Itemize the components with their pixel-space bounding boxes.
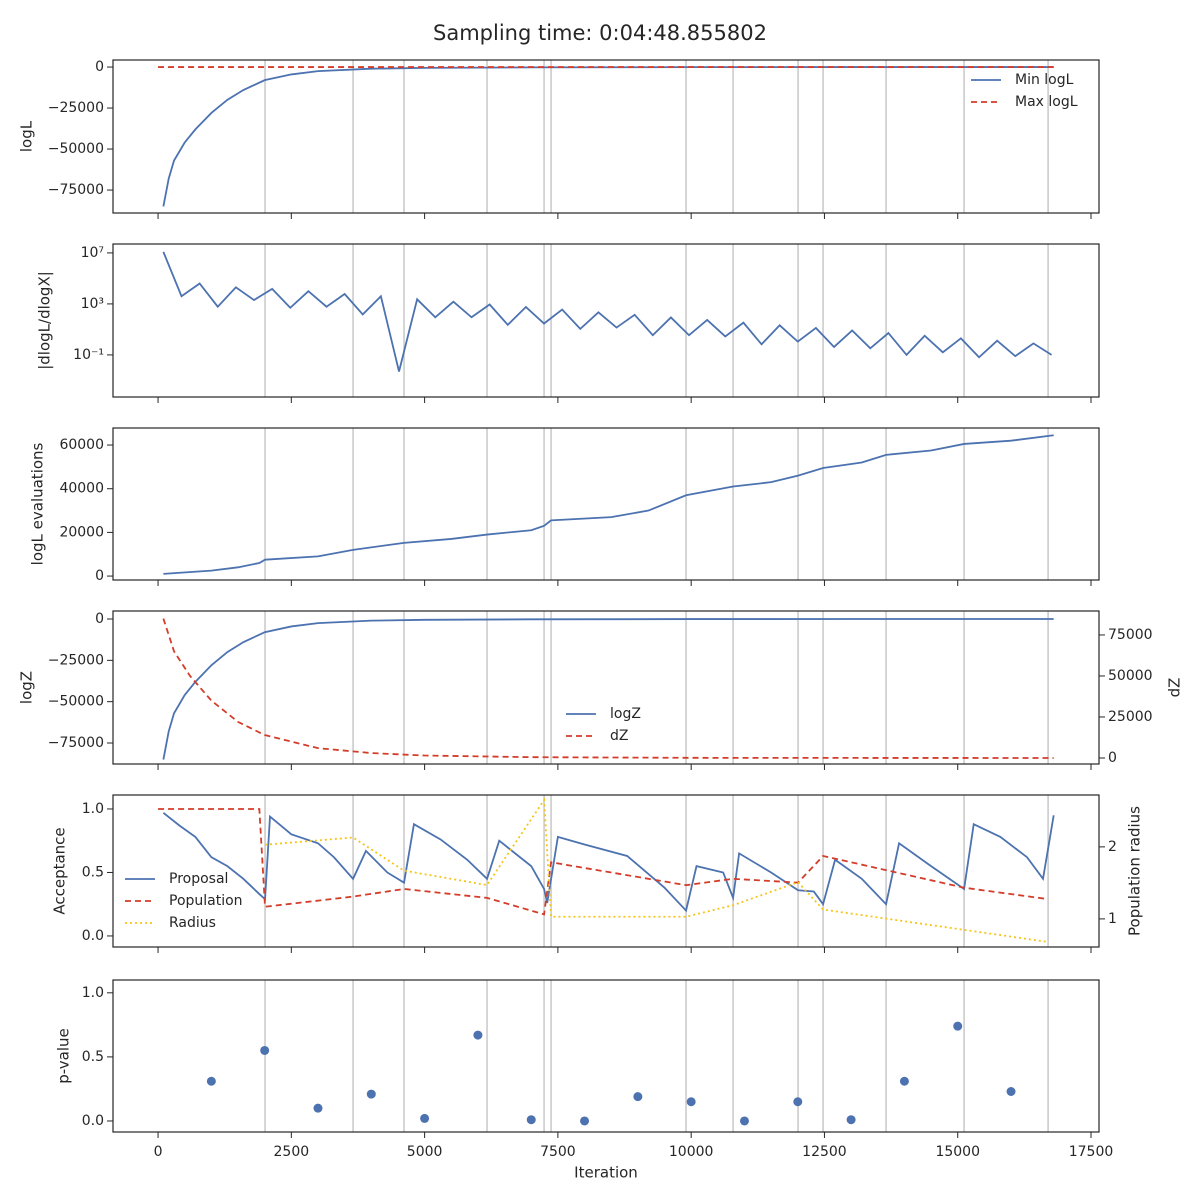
point	[260, 1045, 270, 1055]
figure-title: Sampling time: 0:04:48.855802	[433, 21, 767, 45]
x-tick-label: 15000	[935, 1144, 980, 1160]
legend-label: Min logL	[1015, 72, 1074, 88]
y2-axis-label: dZ	[1166, 678, 1184, 698]
y2-tick-label: 2	[1108, 839, 1117, 855]
y-tick-label: 0	[95, 611, 104, 627]
point	[366, 1089, 376, 1099]
point	[473, 1030, 483, 1040]
y-tick-label: 0.0	[82, 1113, 104, 1129]
y-tick-label: 0.0	[82, 928, 104, 944]
y-axis-label: logL	[18, 120, 36, 152]
y-axis-label: logL evaluations	[29, 442, 47, 565]
y-tick-label: 20000	[59, 524, 104, 540]
x-tick-label: 12500	[802, 1144, 847, 1160]
point	[793, 1097, 803, 1107]
x-tick-label: 17500	[1069, 1144, 1114, 1160]
y2-tick-label: 50000	[1108, 668, 1153, 684]
x-tick-label: 5000	[407, 1144, 443, 1160]
x-tick-label: 2500	[274, 1144, 310, 1160]
legend-label: Population	[169, 893, 243, 909]
point	[1006, 1087, 1016, 1097]
y-axis-label: logZ	[18, 671, 36, 704]
series-line	[158, 808, 1049, 916]
y-tick-label: −75000	[48, 182, 104, 198]
y-tick-label: 0	[95, 59, 104, 75]
point	[526, 1115, 536, 1125]
x-tick-label: 10000	[669, 1144, 714, 1160]
y-tick-label: −25000	[48, 652, 104, 668]
x-tick-label: 7500	[540, 1144, 576, 1160]
series-line	[162, 251, 1053, 372]
y-tick-label: −50000	[48, 141, 104, 157]
legend-label: Max logL	[1015, 94, 1078, 110]
y2-axis-label: Population radius	[1126, 806, 1144, 936]
legend-label: Radius	[169, 915, 216, 931]
legend-label: Proposal	[169, 871, 228, 887]
series-line	[162, 618, 1054, 759]
y2-tick-label: 25000	[1108, 709, 1153, 725]
y-tick-label: 0	[95, 568, 104, 584]
y-axis-label: Acceptance	[51, 827, 69, 914]
x-axis-label: Iteration	[574, 1164, 638, 1182]
legend-label: logZ	[610, 706, 641, 722]
y-axis-label: p-value	[55, 1028, 73, 1084]
point	[206, 1076, 216, 1086]
plot-frame	[112, 794, 1100, 948]
y-tick-label: 60000	[59, 437, 104, 453]
point	[313, 1103, 323, 1113]
point	[633, 1092, 643, 1102]
y-tick-label: −50000	[48, 694, 104, 710]
point	[686, 1097, 696, 1107]
y2-tick-label: 75000	[1108, 627, 1153, 643]
series-line	[162, 812, 1055, 913]
y-tick-label: 1.0	[82, 985, 104, 1001]
y2-tick-label: 1	[1108, 911, 1117, 927]
point	[420, 1113, 430, 1123]
y-tick-label: 10⁷	[81, 245, 104, 261]
plot-frame	[112, 610, 1100, 765]
point	[580, 1116, 590, 1126]
point	[899, 1076, 909, 1086]
series-line	[162, 618, 1054, 760]
y2-tick-label: 0	[1108, 750, 1117, 766]
legend-label: dZ	[610, 728, 628, 744]
point	[846, 1115, 856, 1125]
point	[739, 1116, 749, 1126]
y-tick-label: 1.0	[82, 801, 104, 817]
point	[953, 1021, 963, 1031]
y-tick-label: −25000	[48, 100, 104, 116]
y-tick-label: −75000	[48, 735, 104, 751]
y-tick-label: 10³	[81, 296, 104, 312]
y-axis-label: |dlogL/dlogX|	[36, 271, 54, 370]
y-tick-label: 10⁻¹	[73, 347, 104, 363]
y-tick-label: 40000	[59, 481, 104, 497]
x-tick-label: 0	[154, 1144, 163, 1160]
y-tick-label: 0.5	[82, 864, 104, 880]
y-tick-label: 0.5	[82, 1049, 104, 1065]
plot-frame	[112, 243, 1100, 398]
plot-frame	[112, 979, 1100, 1133]
series-line	[163, 434, 1054, 575]
series-line	[162, 66, 1054, 207]
plot-frame	[112, 59, 1100, 214]
plot-frame	[112, 427, 1100, 581]
series-line	[264, 797, 1049, 943]
